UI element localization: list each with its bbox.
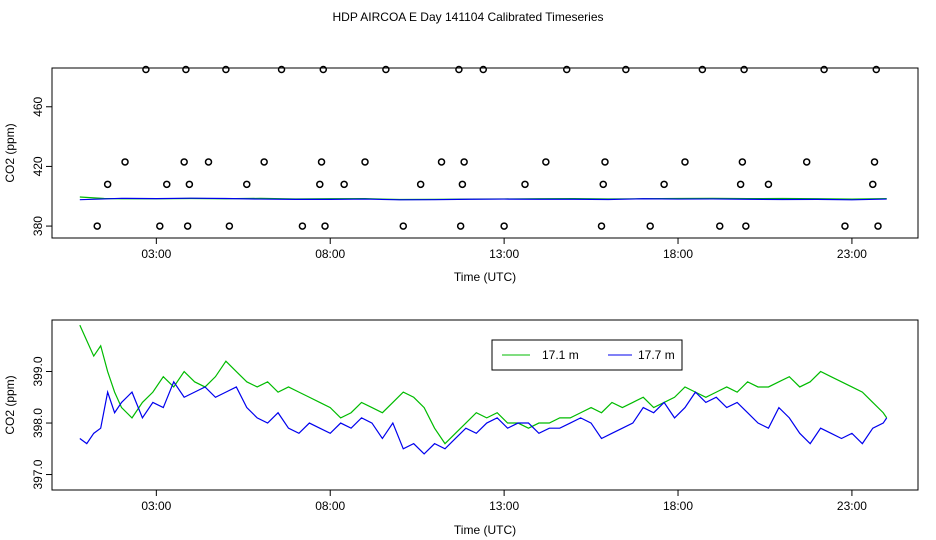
- flag-point: [742, 222, 750, 230]
- flag-point: [222, 65, 230, 74]
- flag-point: [382, 65, 390, 74]
- flag-point: [542, 158, 550, 166]
- flag-point: [455, 65, 463, 74]
- flag-point: [479, 65, 488, 74]
- flag-point: [399, 222, 408, 230]
- series-line-blue: [79, 380, 888, 455]
- y-tick-label: 398.0: [31, 408, 45, 438]
- flag-point: [698, 65, 707, 74]
- flag-point: [622, 65, 630, 74]
- flag-point: [340, 180, 348, 189]
- x-tick-label: 13:00: [489, 499, 519, 513]
- flag-point: [456, 222, 465, 230]
- y-tick-label: 399.0: [31, 356, 45, 386]
- panel-top-series: [79, 65, 887, 230]
- flag-point: [646, 222, 654, 230]
- flag-point: [316, 180, 324, 189]
- panel-bottom-series: [79, 324, 888, 455]
- panel-bottom-y-label: CO2 (ppm): [3, 375, 17, 434]
- x-tick-label: 03:00: [141, 247, 171, 261]
- flag-point: [225, 222, 234, 230]
- figure-title: HDP AIRCOA E Day 141104 Calibrated Times…: [332, 10, 603, 24]
- flag-point: [599, 180, 607, 189]
- flag-point: [597, 222, 606, 230]
- flag-point: [121, 158, 129, 166]
- flag-point: [874, 222, 882, 230]
- flag-point: [458, 180, 467, 189]
- flag-point: [738, 158, 747, 166]
- flag-point: [180, 158, 188, 166]
- flag-point: [869, 180, 877, 189]
- flag-point: [243, 180, 251, 189]
- legend-label-17-1m: 17.1 m: [542, 348, 579, 362]
- flag-point: [361, 158, 369, 166]
- flag-point: [736, 180, 745, 189]
- flag-point: [317, 158, 326, 166]
- flag-point: [163, 180, 171, 189]
- flag-point: [416, 180, 425, 189]
- flag-point: [740, 65, 748, 74]
- flag-point: [182, 65, 190, 74]
- panel-top-y-axis: 380 420 460: [31, 96, 52, 236]
- flag-point: [298, 222, 307, 230]
- flag-point: [601, 158, 609, 166]
- panel-bottom-y-axis: 397.0 398.0 399.0: [31, 356, 52, 490]
- x-tick-label: 23:00: [837, 247, 867, 261]
- series-line-blue: [79, 197, 887, 201]
- flag-point: [500, 222, 508, 230]
- y-tick-label: 397.0: [31, 459, 45, 489]
- panel-top: 03:00 08:00 13:00 18:00 23:00 380 420 460 Time…: [3, 65, 919, 284]
- flag-point: [764, 180, 773, 189]
- flag-point: [872, 65, 881, 74]
- x-tick-label: 13:00: [489, 247, 519, 261]
- flag-point: [142, 65, 150, 74]
- flag-point: [183, 222, 192, 230]
- flag-point: [156, 222, 164, 230]
- legend: 17.1 m 17.7 m: [491, 339, 683, 371]
- panel-top-frame: [51, 67, 919, 239]
- series-line-green: [79, 324, 888, 445]
- panel-top-y-label: CO2 (ppm): [3, 123, 17, 182]
- panel-bottom-x-label: Time (UTC): [454, 523, 516, 537]
- flag-point: [204, 158, 213, 166]
- legend-label-17-7m: 17.7 m: [638, 348, 675, 362]
- y-tick-label: 380: [31, 216, 45, 236]
- flag-point: [460, 158, 468, 166]
- flag-point: [870, 158, 879, 166]
- flag-point: [321, 222, 329, 230]
- flag-point: [660, 180, 668, 189]
- flag-point: [185, 180, 194, 189]
- flag-point: [260, 158, 268, 166]
- y-tick-label: 420: [31, 156, 45, 176]
- flag-point: [277, 65, 286, 74]
- x-tick-label: 08:00: [315, 247, 345, 261]
- flag-point: [562, 65, 571, 74]
- x-tick-label: 23:00: [837, 499, 867, 513]
- flag-point: [820, 65, 828, 74]
- flag-point: [103, 180, 112, 189]
- panel-bottom-frame: [51, 319, 919, 491]
- flag-point: [841, 222, 849, 230]
- flag-point: [93, 222, 101, 230]
- flag-point: [437, 158, 446, 166]
- x-tick-label: 03:00: [141, 499, 171, 513]
- x-tick-label: 18:00: [663, 247, 693, 261]
- y-tick-label: 460: [31, 96, 45, 116]
- flag-point: [802, 158, 811, 166]
- panel-bottom-x-axis: 03:00 08:00 13:00 18:00 23:00: [141, 490, 867, 513]
- panel-top-x-axis: 03:00 08:00 13:00 18:00 23:00: [141, 238, 867, 261]
- panel-top-x-label: Time (UTC): [454, 270, 516, 284]
- panel-bottom: 03:00 08:00 13:00 18:00 23:00 397.0 398.0 399.…: [3, 319, 919, 537]
- flag-point: [681, 158, 689, 166]
- x-tick-label: 18:00: [663, 499, 693, 513]
- flag-point: [521, 180, 529, 189]
- x-tick-label: 08:00: [315, 499, 345, 513]
- flag-point: [716, 222, 724, 230]
- flag-point: [319, 65, 328, 74]
